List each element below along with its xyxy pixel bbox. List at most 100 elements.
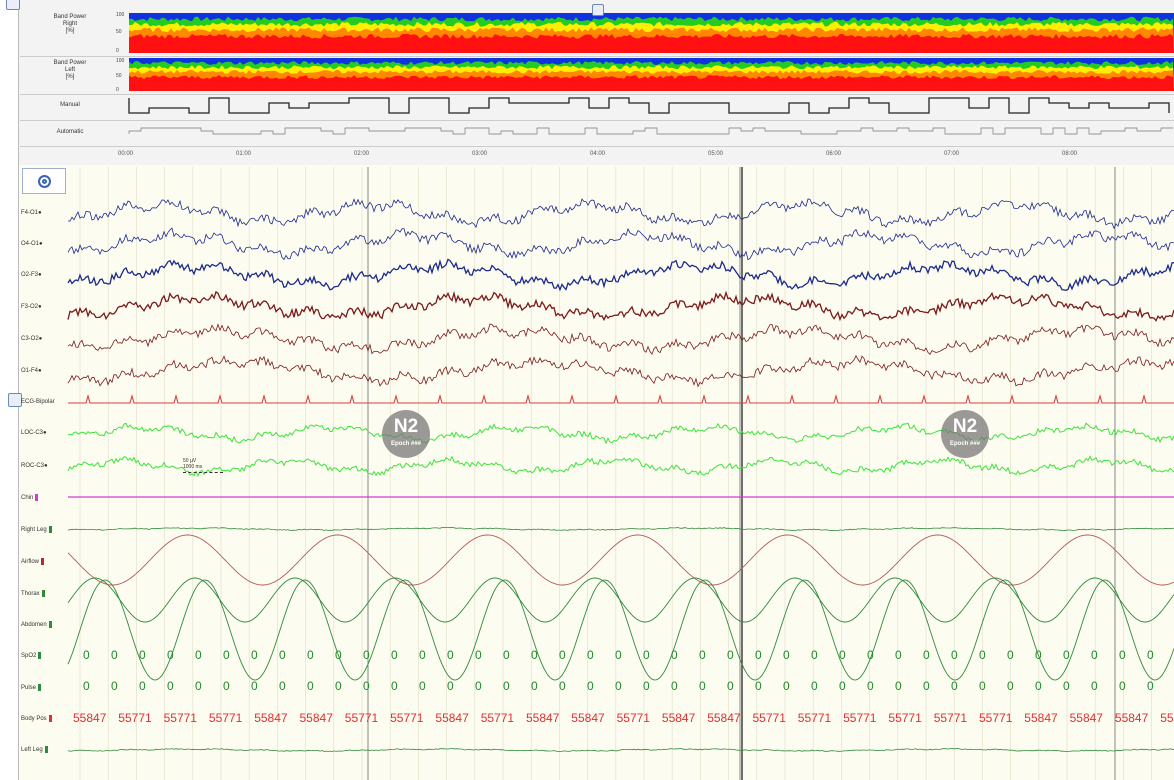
sleep-stage-badge[interactable]: N2 Epoch ### (941, 410, 989, 458)
value-cell: 0 (111, 648, 118, 662)
scale-top-left: 100 (116, 58, 125, 64)
channel-label[interactable]: O2-F3● (21, 272, 42, 278)
value-cell: 0 (643, 679, 650, 693)
channel-label[interactable]: ECG-Bipolar (21, 399, 55, 405)
eog-trace (67, 455, 1174, 478)
body-pos-label: Body Pos (21, 716, 47, 723)
value-cell: 55847 (254, 711, 288, 725)
right-leg-trace (67, 527, 1174, 532)
channel-label-left-leg[interactable]: Left Leg (21, 746, 48, 753)
channel-label[interactable]: ROC-C3● (21, 463, 48, 469)
value-cell: 55771 (979, 711, 1013, 725)
value-cell: 0 (475, 679, 482, 693)
channel-label[interactable]: C3-O2● (21, 336, 43, 342)
channel-label-spo2[interactable]: SpO2 (21, 652, 42, 660)
value-cell: 55847 (707, 711, 741, 725)
eeg-trace (67, 290, 1174, 322)
channel-label-chin[interactable]: Chin (21, 494, 39, 502)
value-cell: 0 (251, 679, 258, 693)
value-cell: 0 (811, 679, 818, 693)
channel-label-thorax[interactable]: Thorax (21, 590, 45, 597)
value-cell: 0 (447, 679, 454, 693)
stage-text: N2 (952, 416, 978, 437)
channel-label-pulse[interactable]: Pulse (21, 684, 42, 691)
channel-label[interactable]: LOC-C3● (21, 430, 47, 436)
value-cell: 0 (83, 648, 90, 662)
value-cell: 0 (83, 679, 90, 693)
value-cell: 55847 (73, 711, 107, 725)
scale-bot: 0 (116, 48, 119, 54)
value-cell: 0 (699, 679, 706, 693)
thorax-label: Thorax (21, 591, 40, 598)
value-cell: 0 (727, 648, 734, 662)
manual-hypnogram (128, 97, 1170, 114)
value-cell: 55847 (435, 711, 469, 725)
value-cell: 0 (979, 648, 986, 662)
value-cell: 0 (111, 679, 118, 693)
chin-label: Chin (21, 495, 34, 502)
abdomen-label: Abdomen (21, 622, 47, 629)
value-cell: 0 (559, 679, 566, 693)
value-cell: 0 (1091, 679, 1098, 693)
value-cell: 0 (839, 679, 846, 693)
value-cell: 0 (1007, 679, 1014, 693)
value-cell: 0 (1063, 679, 1070, 693)
value-cell: 0 (279, 679, 286, 693)
value-cell: 0 (1035, 648, 1042, 662)
value-cell: 55847 (571, 711, 605, 725)
value-cell: 0 (671, 679, 678, 693)
time-tick: 02:00 (354, 151, 370, 157)
value-cell: 0 (671, 648, 678, 662)
value-cell: 55771 (888, 711, 922, 725)
value-cell: 0 (1147, 648, 1154, 662)
time-tick: 07:00 (944, 151, 960, 157)
band-power-right-label: Band Power Right [%] (53, 14, 87, 34)
channel-label[interactable]: O4-O1● (21, 241, 43, 247)
value-cell: 0 (587, 679, 594, 693)
sleep-stage-badge[interactable]: N2 Epoch ### (382, 410, 430, 458)
time-tick: 01:00 (236, 151, 252, 157)
splitter-handle-middle[interactable] (8, 393, 22, 407)
value-cell: 0 (223, 679, 230, 693)
value-cell: 0 (895, 679, 902, 693)
value-cell: 0 (1007, 648, 1014, 662)
channel-label-abdomen[interactable]: Abdomen (21, 621, 52, 628)
eeg-trace (67, 323, 1174, 356)
channel-label[interactable]: F4-O1● (21, 210, 42, 216)
time-tick: 05:00 (708, 151, 724, 157)
value-cell: 0 (195, 679, 202, 693)
channel-label-airflow[interactable]: Airflow (21, 558, 45, 565)
value-cell: 55771 (344, 711, 379, 725)
channel-label-body-pos[interactable]: Body Pos (21, 715, 52, 722)
value-cell: 0 (531, 679, 538, 693)
channel-label[interactable]: O1-F4● (21, 368, 42, 374)
value-cell: 0 (1119, 679, 1126, 693)
value-cell: 0 (643, 648, 650, 662)
overview-graphics (128, 13, 1174, 135)
value-cell: 55847 (1114, 711, 1149, 725)
value-cell: 55847 (526, 711, 560, 725)
channel-label-right-leg[interactable]: Right Leg (21, 526, 52, 533)
value-cell: 0 (755, 679, 762, 693)
value-cell: 0 (475, 648, 482, 662)
eeg-trace (67, 198, 1174, 230)
value-cell: 0 (223, 648, 230, 662)
channel-label[interactable]: F3-O2● (21, 304, 42, 310)
cursor-handle-top[interactable] (592, 4, 604, 16)
value-cell: 0 (419, 679, 426, 693)
time-tick: 00:00 (118, 151, 134, 157)
abdomen-trace (67, 579, 1174, 681)
time-tick: 03:00 (472, 151, 488, 157)
value-cell: 0 (699, 648, 706, 662)
splitter-handle-top[interactable] (6, 0, 20, 10)
value-cell: 55771 (797, 711, 832, 725)
value-cell: 0 (251, 648, 258, 662)
left-splitter[interactable] (0, 0, 19, 780)
value-cell: 55847 (661, 711, 696, 725)
spo2-label: SpO2 (21, 653, 37, 660)
target-button[interactable] (22, 168, 66, 194)
value-cell: 55771 (752, 711, 786, 725)
airflow-trace (67, 534, 1174, 586)
value-cell: 0 (559, 648, 566, 662)
